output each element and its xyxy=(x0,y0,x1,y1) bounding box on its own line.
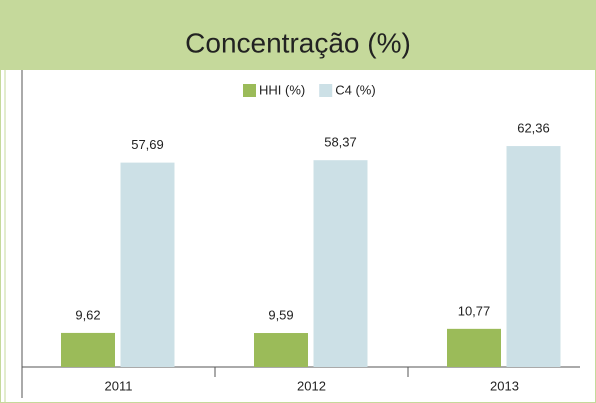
value-label: 10,77 xyxy=(458,303,491,318)
value-label: 9,59 xyxy=(268,307,293,322)
value-label: 62,36 xyxy=(517,121,550,136)
legend-swatch xyxy=(243,84,256,97)
bar xyxy=(447,328,501,367)
bar xyxy=(61,332,115,367)
chart-title: Concentração (%) xyxy=(185,27,411,58)
legend-swatch xyxy=(319,84,333,97)
legend-label: C4 (%) xyxy=(335,82,375,97)
legend-label: HHI (%) xyxy=(259,82,305,97)
bar xyxy=(120,162,175,367)
value-label: 9,62 xyxy=(75,307,100,322)
x-tick-label: 2012 xyxy=(297,378,326,393)
bar xyxy=(313,160,368,367)
bar xyxy=(506,146,561,367)
value-label: 58,37 xyxy=(324,135,357,150)
x-tick-label: 2011 xyxy=(105,378,133,393)
bar xyxy=(254,333,308,367)
header-band xyxy=(0,0,596,70)
x-tick-label: 2013 xyxy=(490,378,519,393)
value-label: 57,69 xyxy=(131,137,164,152)
